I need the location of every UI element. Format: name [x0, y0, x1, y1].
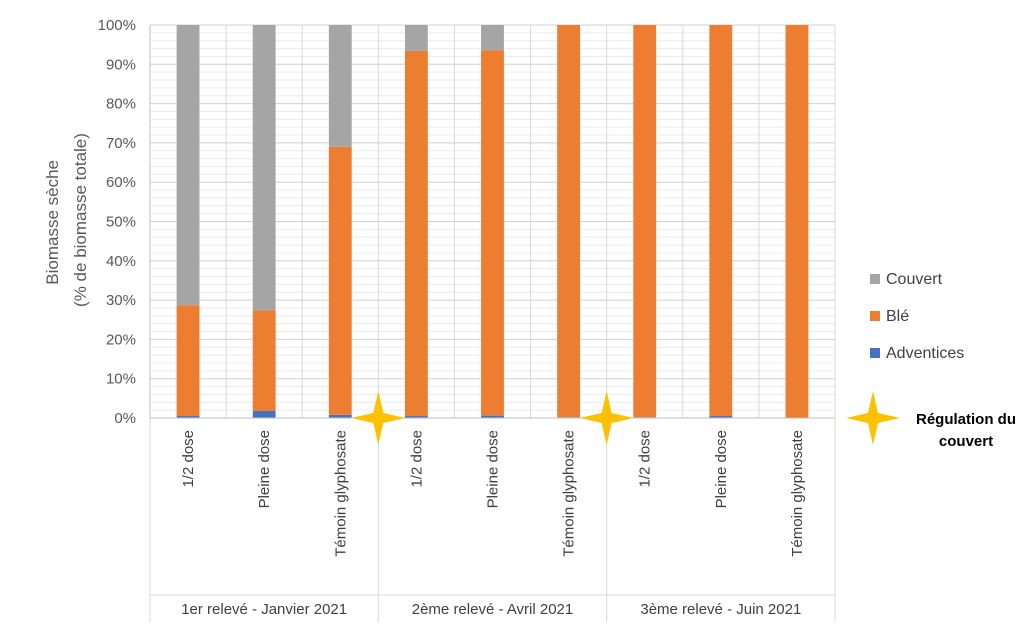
star-icon	[351, 391, 406, 445]
category-labels: 1/2 dose Pleine dose Témoin glyphosate 1/2 …	[180, 430, 806, 557]
bars	[176, 25, 809, 418]
y-tick-label: 20%	[106, 331, 136, 348]
bar-segment-blé	[328, 146, 352, 415]
legend-label-couvert: Couvert	[886, 271, 943, 288]
bar-segment-blé	[481, 50, 504, 416]
star-icon-shape	[846, 391, 900, 445]
bar-segment-blé	[709, 25, 733, 417]
bar-segment-adventices	[252, 410, 276, 418]
y-tick-label: 70%	[106, 135, 136, 152]
legend-label-blé: Blé	[886, 308, 909, 325]
y-tick-label: 40%	[106, 253, 136, 270]
annotation: Régulation du couvert	[846, 391, 1016, 450]
bar-segment-blé	[404, 50, 428, 417]
y-tick-label: 30%	[106, 292, 136, 309]
category-label: 1/2 dose	[408, 430, 425, 488]
bar-segment-blé	[785, 25, 809, 418]
bar-segment-adventices	[404, 416, 428, 418]
y-tick-label: 80%	[106, 96, 136, 113]
bar-segment-adventices	[709, 416, 733, 418]
bar-segment-couvert	[328, 25, 352, 147]
bar-segment-blé	[252, 310, 276, 411]
bar-segment-couvert	[176, 25, 200, 306]
bar-segment-couvert	[252, 25, 276, 311]
bar-segment-adventices	[176, 416, 200, 418]
star-icon	[846, 391, 900, 445]
y-tick-label: 50%	[106, 214, 136, 231]
group-label: 3ème relevé - Juin 2021	[640, 601, 801, 618]
category-label: Pleine dose	[485, 430, 502, 508]
regulation-markers	[351, 391, 634, 445]
y-axis-label: Biomasse sèche (% de biomasse totale)	[43, 133, 90, 307]
y-tick-label: 60%	[106, 174, 136, 191]
bar-segment-blé	[176, 305, 200, 417]
bar-segment-adventices	[481, 415, 504, 418]
y-tick-label: 100%	[98, 17, 136, 34]
bar-segment-adventices	[328, 414, 352, 418]
category-label: Pleine dose	[713, 430, 730, 508]
category-label: Témoin glyphosate	[789, 430, 806, 557]
legend: Couvert Blé Adventices	[870, 271, 964, 362]
y-axis-label-line1: Biomasse sèche	[43, 160, 62, 285]
annotation-text-line2: couvert	[939, 433, 993, 450]
group-labels: 1er relevé - Janvier 2021 2ème relevé - A…	[181, 601, 801, 618]
group-label: 1er relevé - Janvier 2021	[181, 601, 347, 618]
annotation-text-line1: Régulation du	[916, 411, 1016, 428]
star-icon	[579, 391, 634, 445]
bar-segment-blé	[633, 25, 657, 418]
y-axis-label-line2: (% de biomasse totale)	[71, 133, 90, 307]
y-tick-label: 0%	[114, 410, 136, 427]
legend-swatch-adventices	[870, 348, 880, 358]
category-label: Témoin glyphosate	[332, 430, 349, 557]
y-tick-labels: 0% 10% 20% 30% 40% 50% 60% 70% 80% 90% 100%	[98, 17, 136, 427]
y-tick-label: 10%	[106, 371, 136, 388]
y-tick-label: 90%	[106, 56, 136, 73]
bar-segment-couvert	[404, 25, 428, 51]
bar-segment-couvert	[481, 25, 504, 51]
legend-label-adventices: Adventices	[886, 345, 964, 362]
legend-swatch-couvert	[870, 274, 880, 284]
group-label: 2ème relevé - Avril 2021	[412, 601, 573, 618]
axes	[149, 25, 836, 622]
category-label: 1/2 dose	[637, 430, 654, 488]
category-label: Témoin glyphosate	[561, 430, 578, 557]
bar-segment-blé	[557, 25, 581, 418]
legend-swatch-blé	[870, 311, 880, 321]
category-label: 1/2 dose	[180, 430, 197, 488]
category-label: Pleine dose	[256, 430, 273, 508]
